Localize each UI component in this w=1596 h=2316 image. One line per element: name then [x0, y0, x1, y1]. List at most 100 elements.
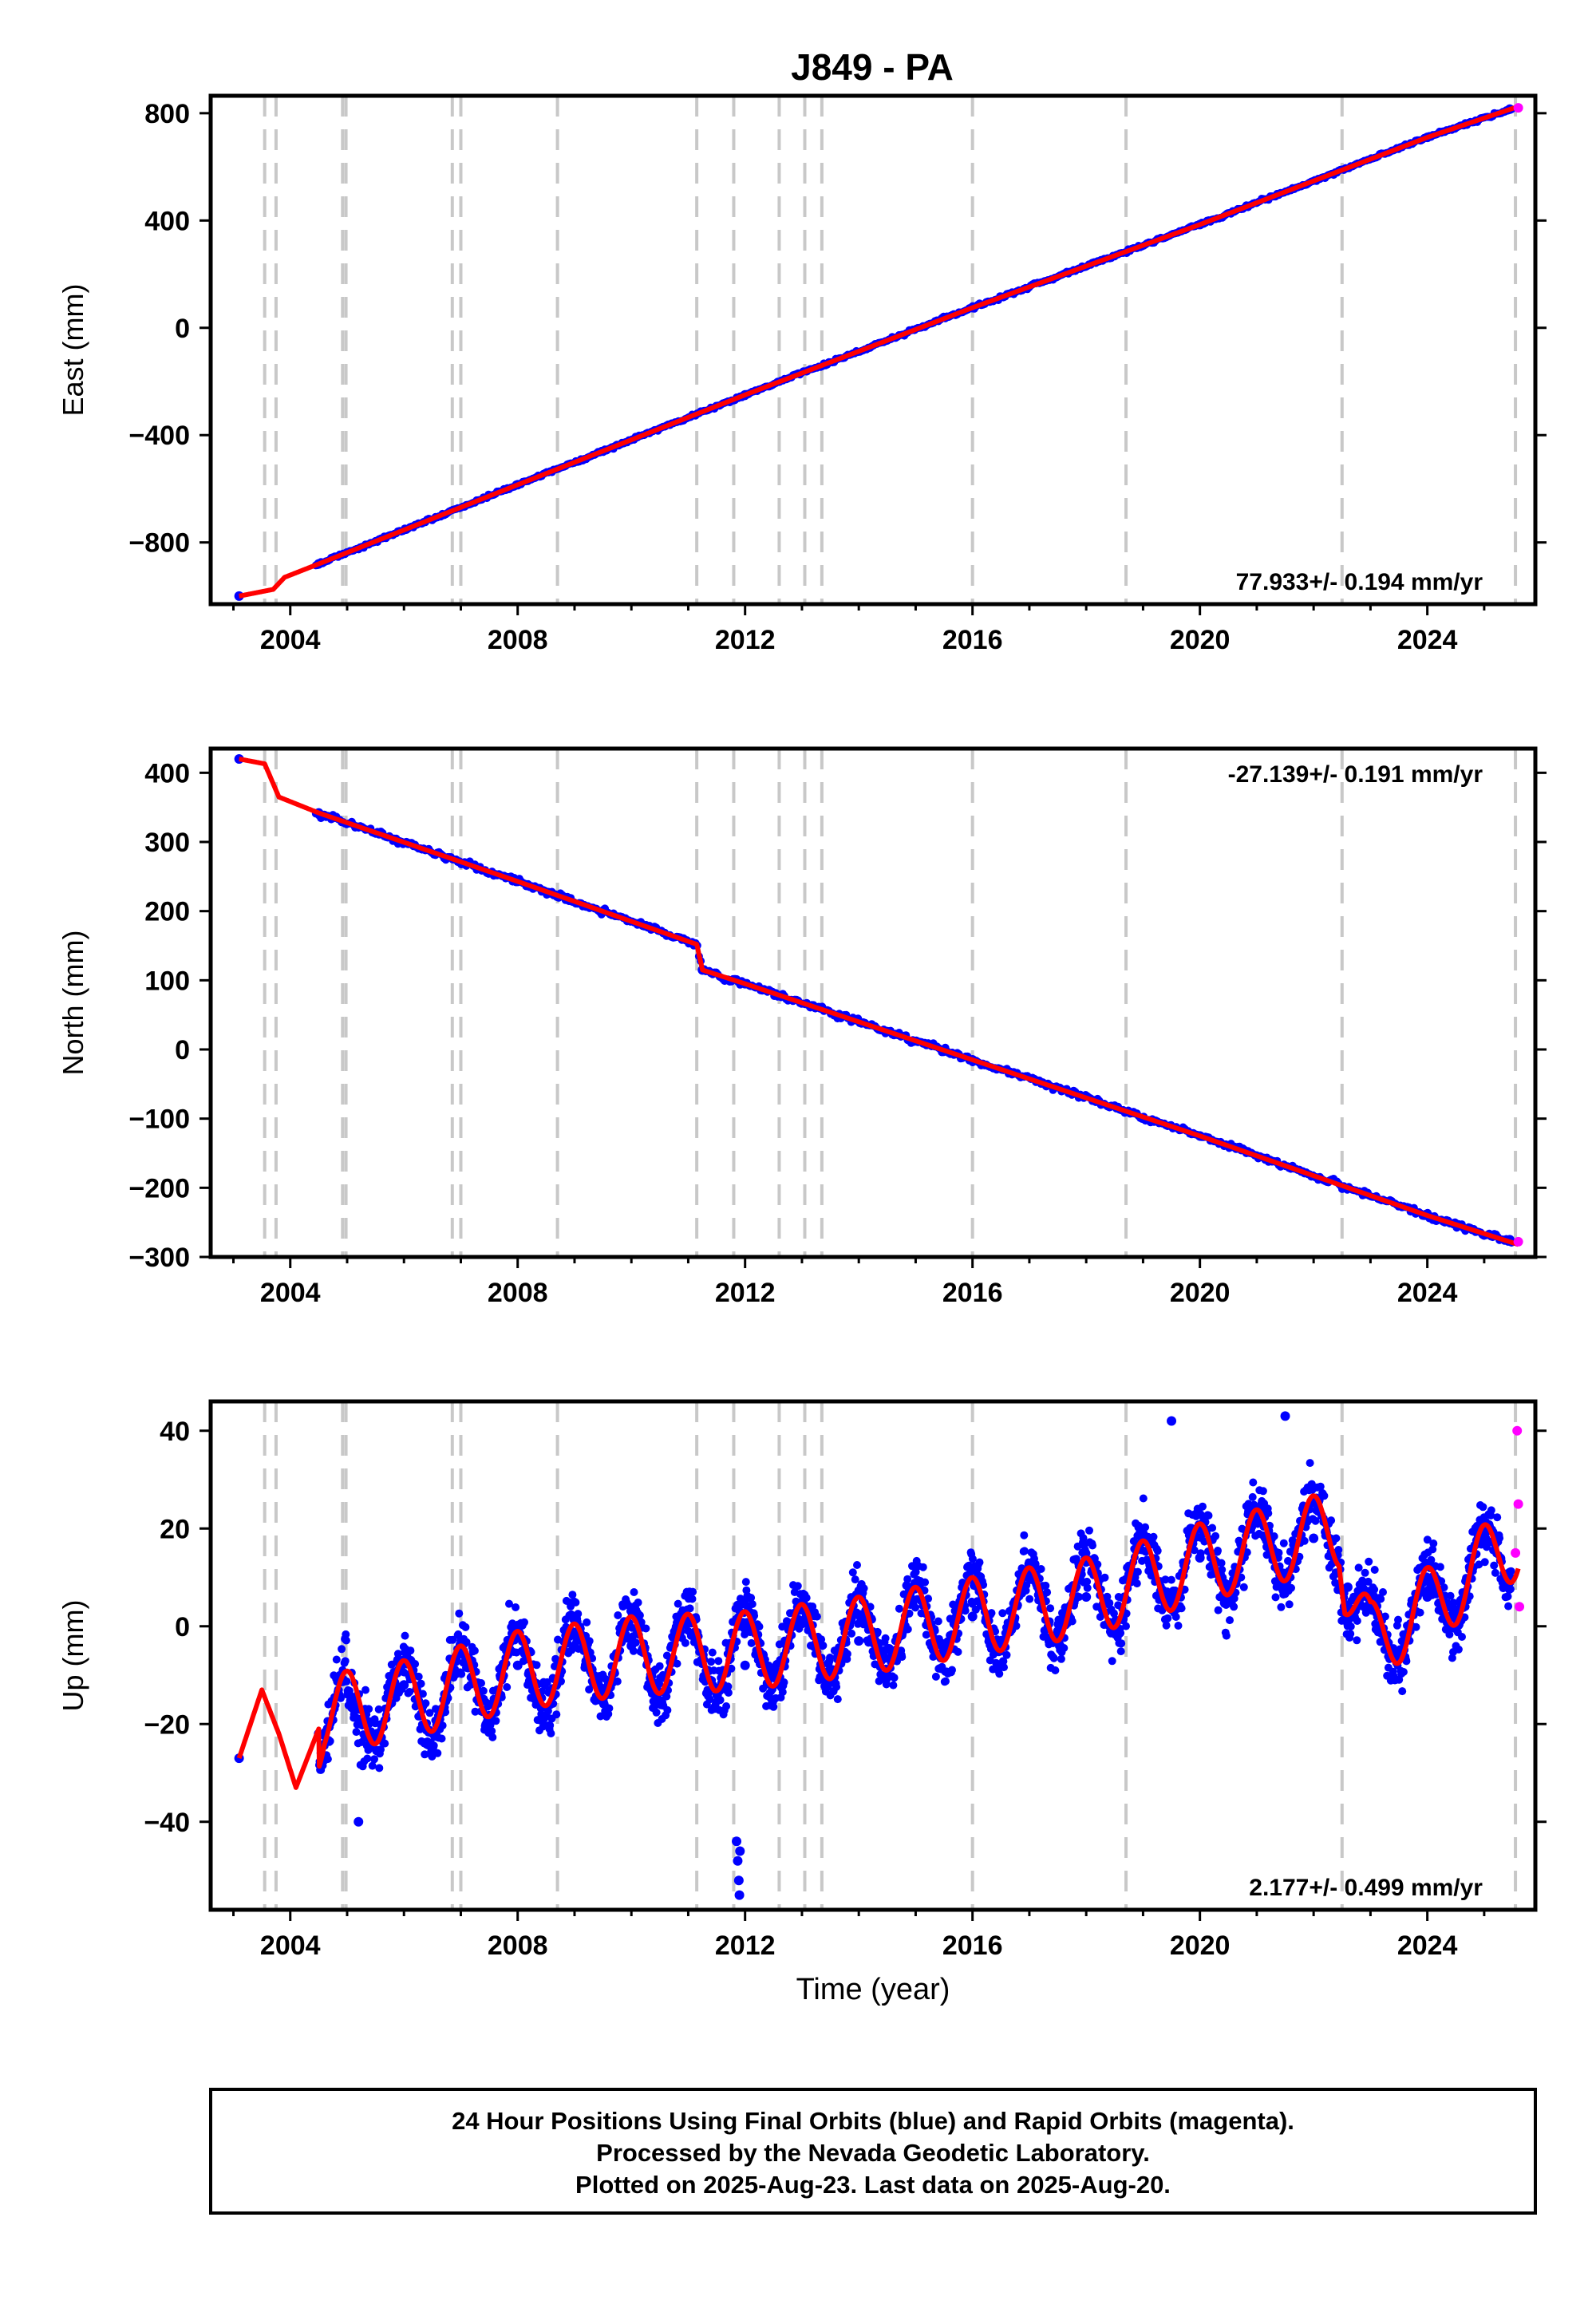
- up-final-point: [1353, 1636, 1361, 1645]
- up-final-point: [1239, 1583, 1248, 1591]
- up-final-point: [714, 1657, 723, 1666]
- up-final-point: [1132, 1579, 1141, 1588]
- up-final-points: [314, 1459, 1516, 1774]
- up-final-point: [652, 1708, 661, 1717]
- up-final-point: [1163, 1614, 1172, 1622]
- up-final-point: [421, 1699, 430, 1708]
- up-x-tick-label: 2008: [488, 1931, 548, 1961]
- up-final-point: [1211, 1531, 1220, 1540]
- up-final-point: [630, 1588, 638, 1596]
- up-final-sample-13: [1280, 1411, 1290, 1421]
- up-final-point: [948, 1666, 956, 1674]
- north-y-tick-label: 300: [144, 828, 190, 858]
- up-final-point: [1446, 1591, 1455, 1600]
- up-final-point: [365, 1705, 373, 1713]
- up-final-point: [1153, 1547, 1162, 1555]
- up-final-point: [375, 1764, 384, 1773]
- up-x-tick-label: 2020: [1170, 1931, 1231, 1961]
- up-final-point: [942, 1677, 950, 1686]
- up-final-point: [1141, 1523, 1150, 1531]
- up-final-point: [488, 1733, 497, 1741]
- up-final-point: [681, 1638, 689, 1647]
- up-final-point: [532, 1661, 541, 1670]
- up-final-point: [634, 1599, 642, 1607]
- up-final-point: [903, 1625, 912, 1634]
- up-final-point: [479, 1686, 488, 1695]
- up-final-point: [614, 1611, 622, 1619]
- up-final-point: [393, 1650, 402, 1658]
- up-final-point: [1480, 1558, 1489, 1567]
- up-final-sample-10: [1081, 1592, 1092, 1602]
- east-x-tick-label: 2008: [488, 625, 548, 655]
- up-final-point: [1051, 1666, 1060, 1674]
- up-final-point: [1271, 1593, 1280, 1602]
- up-final-sample-11: [1167, 1416, 1177, 1426]
- up-final-point: [342, 1636, 350, 1645]
- up-final-point: [674, 1599, 682, 1608]
- up-final-point: [898, 1653, 907, 1662]
- footer-line-1: 24 Hour Positions Using Final Orbits (bl…: [452, 2107, 1294, 2135]
- up-final-point: [1116, 1647, 1125, 1656]
- north-x-tick-label: 2016: [942, 1278, 1003, 1308]
- up-final-point: [1230, 1603, 1238, 1611]
- up-final-point: [859, 1584, 868, 1593]
- up-final-point: [1174, 1622, 1183, 1630]
- up-final-sample-15: [1342, 1582, 1353, 1592]
- up-rapid-point-2: [1511, 1547, 1521, 1558]
- up-final-point: [1379, 1588, 1387, 1596]
- up-final-point: [1287, 1583, 1295, 1592]
- east-x-tick-label: 2004: [260, 625, 321, 655]
- up-final-point: [1300, 1536, 1309, 1545]
- up-final-point: [918, 1563, 927, 1571]
- up-final-sample-12: [1195, 1553, 1205, 1563]
- up-final-point: [1043, 1588, 1052, 1597]
- east-panel: 2004 2008 2012 2016 2020 2024 −800 −400 0 400 800 E…: [57, 93, 1547, 655]
- up-outlier-3: [735, 1846, 745, 1856]
- up-final-point: [470, 1646, 479, 1655]
- east-rate-label: 77.933+/- 0.194 mm/yr: [1236, 569, 1483, 595]
- up-final-sample-4: [512, 1660, 523, 1670]
- up-final-point: [642, 1624, 650, 1633]
- up-x-axis-label: Time (year): [796, 1973, 950, 2006]
- up-final-sample-9: [967, 1611, 978, 1622]
- east-model-line: [237, 104, 1520, 599]
- up-final-point: [851, 1575, 859, 1584]
- north-rate-label: -27.139+/- 0.191 mm/yr: [1228, 761, 1483, 788]
- up-final-point: [1454, 1645, 1463, 1654]
- up-final-point: [635, 1611, 644, 1619]
- north-y-tick-label: −200: [128, 1173, 190, 1203]
- up-final-sample-8: [854, 1636, 864, 1646]
- up-final-point: [1041, 1581, 1050, 1590]
- up-final-point: [1057, 1654, 1065, 1663]
- up-final-point: [448, 1635, 457, 1644]
- up-final-point: [1177, 1604, 1186, 1613]
- up-final-point: [1277, 1603, 1286, 1611]
- up-final-point: [1377, 1595, 1385, 1603]
- up-final-point: [1037, 1565, 1045, 1573]
- north-x-tick-label: 2008: [488, 1278, 548, 1308]
- up-final-point: [462, 1638, 471, 1646]
- up-final-point: [405, 1688, 414, 1696]
- up-final-point: [1334, 1546, 1343, 1554]
- up-final-point: [889, 1681, 898, 1690]
- up-final-point: [1346, 1630, 1355, 1638]
- east-rapid-point-0: [1513, 103, 1523, 113]
- up-final-point: [417, 1679, 425, 1688]
- east-y-tick-label: −800: [128, 528, 190, 559]
- up-final-point: [1416, 1608, 1424, 1617]
- up-final-point: [748, 1600, 757, 1608]
- up-final-point: [1085, 1526, 1093, 1535]
- up-final-point: [418, 1690, 427, 1698]
- up-final-point: [1285, 1600, 1294, 1609]
- up-final-point: [425, 1709, 434, 1717]
- up-y-tick-label: 20: [160, 1514, 190, 1544]
- up-final-point: [1088, 1541, 1096, 1550]
- up-final-point: [895, 1604, 903, 1613]
- up-rapid-point-1: [1513, 1499, 1523, 1509]
- north-rapid-point-0: [1513, 1236, 1523, 1247]
- up-final-point: [337, 1694, 345, 1702]
- up-x-tick-label: 2004: [260, 1931, 321, 1961]
- up-final-point: [911, 1603, 919, 1612]
- up-final-point: [342, 1677, 351, 1686]
